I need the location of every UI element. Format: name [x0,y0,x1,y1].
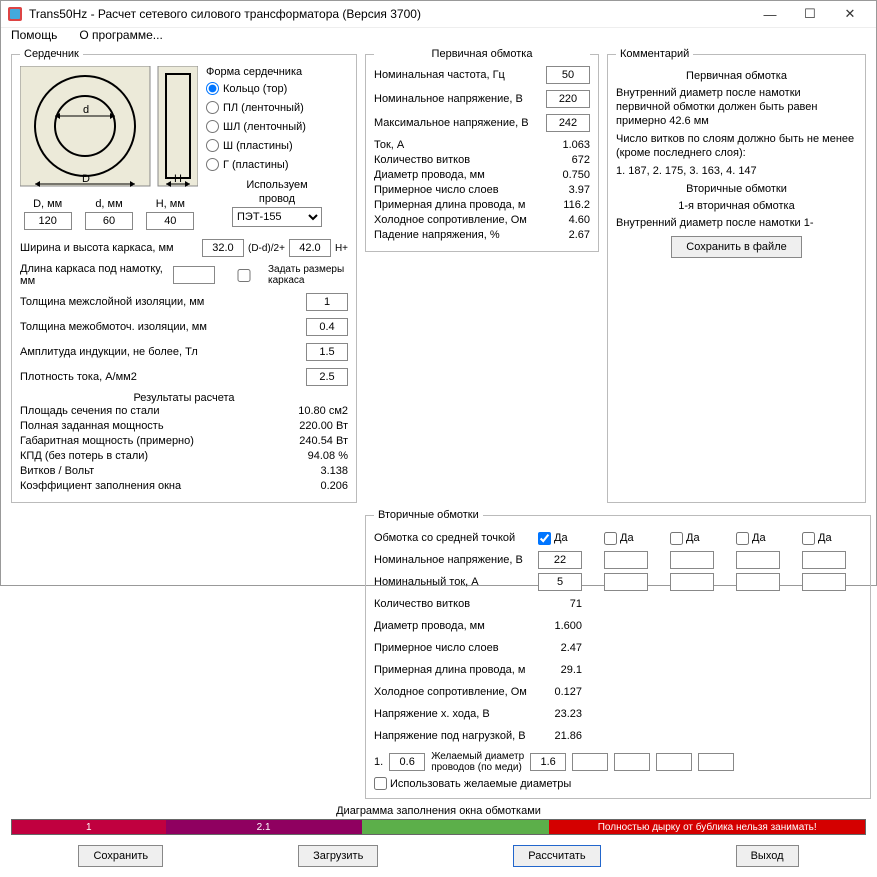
primary-fieldset: Первичная обмотка Номинальная частота, Г… [365,48,599,252]
calc-button[interactable]: Рассчитать [513,845,600,867]
induction-input[interactable] [306,343,348,361]
midtap-check-4[interactable]: Да [802,532,832,545]
sec-curr-1[interactable] [604,573,648,591]
H-label: H, мм [156,198,185,210]
sec-volt-1[interactable] [604,551,648,569]
save-button[interactable]: Сохранить [78,845,163,867]
svg-text:H: H [174,173,182,185]
primary-kv: Ток, А1.063Количество витков672Диаметр п… [374,138,590,243]
jdensity-input[interactable] [306,368,348,386]
desire-diam-1[interactable] [530,753,566,771]
shape-radio-group: Кольцо (тор) ПЛ (ленточный) ШЛ (ленточны… [206,82,348,171]
shape-ring[interactable]: Кольцо (тор) [206,82,348,95]
diagram-title: Диаграмма заполнения окна обмотками [11,805,866,817]
core-legend: Сердечник [20,48,83,60]
sec-curr-3[interactable] [736,573,780,591]
wire-select[interactable]: ПЭТ-155 [232,207,322,227]
minimize-button[interactable]: — [750,1,790,27]
maximize-button[interactable]: ☐ [790,1,830,27]
menu-help[interactable]: Помощь [11,28,57,42]
freq-input[interactable] [546,66,590,84]
load-button[interactable]: Загрузить [298,845,378,867]
D-input[interactable] [24,212,72,230]
frame-h-input[interactable] [289,239,331,257]
frame-len-label: Длина каркаса под намотку, мм [20,263,173,287]
interlayer-input[interactable] [306,293,348,311]
sec-curr-4[interactable] [802,573,846,591]
sec-curr-0[interactable] [538,573,582,591]
set-frame-check[interactable]: Задать размеры каркаса [223,264,348,286]
frame-wh-label: Ширина и высота каркаса, мм [20,242,202,254]
comment-fieldset: Комментарий Первичная обмотка Внутренний… [607,48,866,503]
volt-input[interactable] [546,90,590,108]
frame-len-input[interactable] [173,266,215,284]
core-diagram: d D H D, мм d, мм [20,66,198,230]
core-fieldset: Сердечник d D [11,48,357,503]
sec-volt-0[interactable] [538,551,582,569]
use-desire-check[interactable]: Использовать желаемые диаметры [374,777,862,790]
svg-text:d: d [83,104,89,116]
frame-w-input[interactable] [202,239,244,257]
desire-diam-4[interactable] [656,753,692,771]
menubar: Помощь О программе... [1,28,876,42]
wire-label1: Используем [206,179,348,191]
fill-diagram: 12.1Полностью дырку от бублика нельзя за… [11,819,866,835]
desire-diam-2[interactable] [572,753,608,771]
sec-volt-4[interactable] [802,551,846,569]
app-icon [7,6,23,22]
secondary-fieldset: Вторичные обмотки Обмотка со средней точ… [365,509,871,799]
exit-button[interactable]: Выход [736,845,799,867]
save-comment-button[interactable]: Сохранить в файле [671,236,801,258]
midtap-check-3[interactable]: Да [736,532,766,545]
sec-curr-2[interactable] [670,573,714,591]
midtap-check-2[interactable]: Да [670,532,700,545]
shape-sh[interactable]: Ш (пластины) [206,139,348,152]
desire-diam-5[interactable] [698,753,734,771]
sec-volt-3[interactable] [736,551,780,569]
menu-about[interactable]: О программе... [79,28,162,42]
wire-label2: провод [206,193,348,205]
results-block: Площадь сечения по стали10.80 см2Полная … [20,404,348,494]
D-label: D, мм [33,198,62,210]
desire-diam-0[interactable] [389,753,425,771]
shape-shl[interactable]: ШЛ (ленточный) [206,120,348,133]
shape-legend: Форма сердечника [206,66,348,78]
interwind-input[interactable] [306,318,348,336]
midtap-check-1[interactable]: Да [604,532,634,545]
sec-volt-2[interactable] [670,551,714,569]
H-input[interactable] [146,212,194,230]
shape-g[interactable]: Г (пластины) [206,158,348,171]
results-legend: Результаты расчета [20,392,348,404]
svg-text:D: D [82,173,90,185]
desire-diam-3[interactable] [614,753,650,771]
midtap-check-0[interactable]: Да [538,532,568,545]
close-button[interactable]: ✕ [830,1,870,27]
window-title: Trans50Hz - Расчет сетевого силового тра… [29,7,750,21]
d-label: d, мм [95,198,122,210]
vmax-input[interactable] [546,114,590,132]
shape-pl[interactable]: ПЛ (ленточный) [206,101,348,114]
titlebar: Trans50Hz - Расчет сетевого силового тра… [1,1,876,28]
d-input[interactable] [85,212,133,230]
